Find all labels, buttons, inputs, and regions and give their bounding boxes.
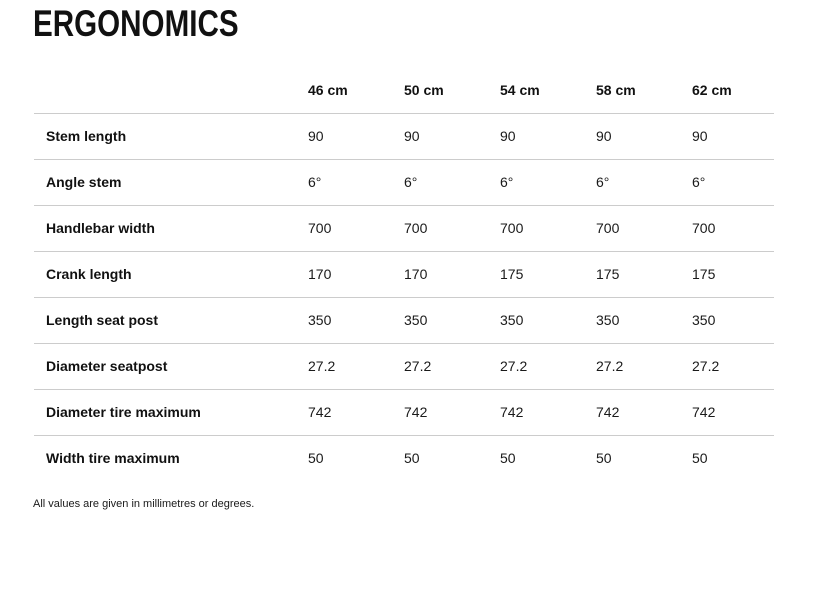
cell-value: 700 [692, 220, 716, 236]
header-size-54cm: 54 cm [500, 81, 540, 98]
row-label: Width tire maximum [46, 450, 180, 467]
table-row-angle-stem: Angle stem 6° 6° 6° 6° 6° [34, 159, 774, 205]
cell-value: 90 [500, 128, 516, 144]
table-row-diameter-seatpost: Diameter seatpost 27.2 27.2 27.2 27.2 27… [34, 343, 774, 389]
cell-value: 742 [596, 404, 620, 420]
cell-value: 6° [596, 174, 610, 190]
table-row-stem-length: Stem length 90 90 90 90 90 [34, 113, 774, 159]
header-size-58cm: 58 cm [596, 81, 636, 98]
cell-value: 50 [692, 450, 708, 467]
cell-value: 350 [692, 312, 716, 328]
cell-value: 6° [500, 174, 514, 190]
cell-value: 50 [500, 450, 516, 467]
cell-value: 175 [500, 266, 524, 282]
cell-value: 6° [404, 174, 418, 190]
cell-value: 50 [404, 450, 420, 467]
header-size-46cm: 46 cm [308, 81, 348, 98]
cell-value: 90 [308, 128, 324, 144]
cell-value: 350 [404, 312, 428, 328]
row-label: Length seat post [46, 312, 159, 328]
cell-value: 27.2 [404, 358, 432, 374]
table-row-width-tire-maximum: Width tire maximum 50 50 50 50 50 [34, 435, 774, 481]
cell-value: 700 [500, 220, 524, 236]
cell-value: 50 [596, 450, 612, 467]
header-size-62cm: 62 cm [692, 81, 732, 98]
cell-value: 700 [596, 220, 620, 236]
cell-value: 742 [404, 404, 428, 420]
ergonomics-table: 46 cm 50 cm 54 cm 58 cm 62 cm Stem lengt… [34, 67, 774, 481]
table-row-length-seat-post: Length seat post 350 350 350 350 350 [34, 297, 774, 343]
cell-value: 27.2 [596, 358, 624, 374]
cell-value: 700 [308, 220, 332, 236]
cell-value: 742 [692, 404, 716, 420]
cell-value: 27.2 [500, 358, 528, 374]
cell-value: 90 [692, 128, 708, 144]
table-header-row: 46 cm 50 cm 54 cm 58 cm 62 cm [34, 67, 774, 113]
cell-value: 700 [404, 220, 428, 236]
table-row-diameter-tire-maximum: Diameter tire maximum 742 742 742 742 74… [34, 389, 774, 435]
footnote: All values are given in millimetres or d… [33, 498, 255, 510]
row-label: Crank length [46, 266, 132, 282]
ergonomics-section: ERGONOMICS 46 cm 50 cm 54 cm 58 cm 62 cm… [0, 5, 840, 510]
cell-value: 350 [308, 312, 332, 328]
row-label: Stem length [46, 128, 127, 144]
table-row-crank-length: Crank length 170 170 175 175 175 [34, 251, 774, 297]
cell-value: 27.2 [308, 358, 336, 374]
cell-value: 6° [308, 174, 322, 190]
row-label: Diameter seatpost [46, 358, 168, 374]
row-label: Diameter tire maximum [46, 404, 201, 420]
row-label: Handlebar width [46, 220, 155, 236]
header-size-50cm: 50 cm [404, 81, 444, 98]
cell-value: 742 [500, 404, 524, 420]
header-empty-cell [34, 67, 308, 113]
cell-value: 90 [596, 128, 612, 144]
cell-value: 742 [308, 404, 332, 420]
page-title: ERGONOMICS [33, 3, 239, 44]
row-label: Angle stem [46, 174, 122, 190]
cell-value: 50 [308, 450, 324, 467]
cell-value: 90 [404, 128, 420, 144]
cell-value: 170 [404, 266, 428, 282]
cell-value: 170 [308, 266, 332, 282]
table-row-handlebar-width: Handlebar width 700 700 700 700 700 [34, 205, 774, 251]
cell-value: 350 [596, 312, 620, 328]
cell-value: 6° [692, 174, 706, 190]
cell-value: 175 [596, 266, 620, 282]
cell-value: 175 [692, 266, 716, 282]
cell-value: 27.2 [692, 358, 720, 374]
cell-value: 350 [500, 312, 524, 328]
